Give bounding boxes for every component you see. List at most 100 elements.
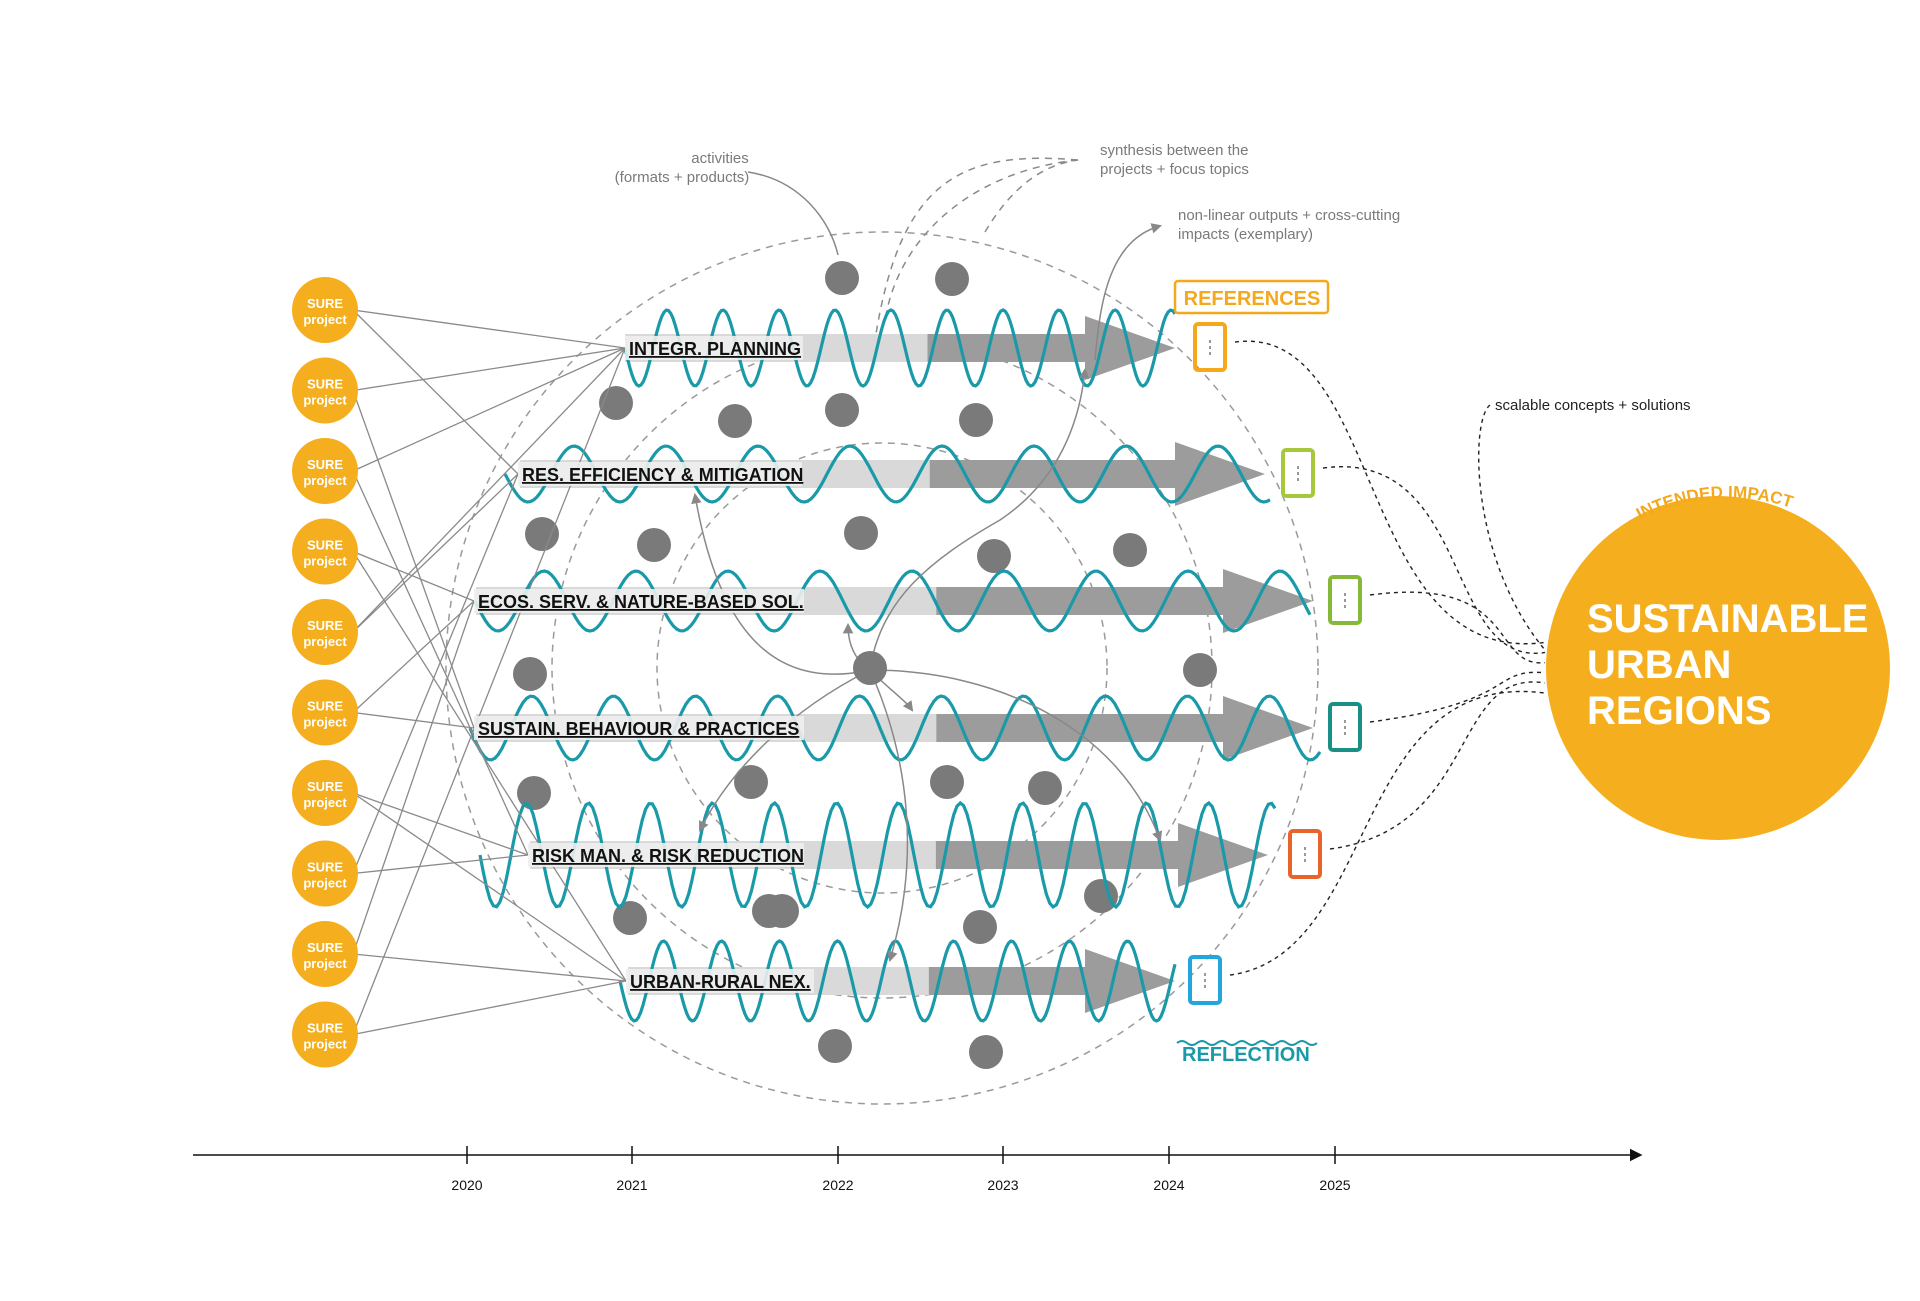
project-topic-link	[352, 792, 529, 856]
topic-shaft-dark	[927, 334, 1085, 362]
reflection-label: REFLECTION	[1182, 1044, 1310, 1066]
output-marker-5	[1288, 829, 1322, 879]
cross-arrow-left	[691, 492, 871, 675]
sure-project-label-bottom: project	[303, 312, 347, 327]
topic-label-3: ECOS. SERV. & NATURE-BASED SOL.	[478, 592, 804, 612]
output-marker-4	[1328, 702, 1362, 752]
inner-circle	[656, 442, 1108, 894]
topic-label-bg	[518, 462, 802, 486]
sure-project-label-top: SURE	[307, 538, 343, 553]
reflection-wave-2	[503, 444, 1271, 504]
annotations: activities (formats + products) synthesi…	[615, 142, 1691, 414]
scalable-annotation: scalable concepts + solutions	[1495, 397, 1691, 414]
timeline-year-2025: 2025	[1319, 1177, 1350, 1193]
activities-pointer	[747, 171, 839, 256]
project-topic-link	[352, 854, 529, 875]
output-marker-3	[1328, 575, 1362, 625]
reflection-legend: REFLECTION	[1176, 1040, 1318, 1066]
activity-dot	[1084, 879, 1118, 913]
references-box	[1173, 279, 1330, 315]
sure-project-label-top: SURE	[307, 779, 343, 794]
sure-project-label-bottom: project	[303, 956, 347, 971]
sure-project-circle	[292, 518, 358, 585]
timeline-year-2023: 2023	[987, 1177, 1018, 1193]
sure-project-label-top: SURE	[307, 377, 343, 392]
timeline-year-2024: 2024	[1153, 1177, 1184, 1193]
sure-project-label-top: SURE	[307, 618, 343, 633]
sure-project-circle	[292, 357, 358, 424]
activity-dot	[825, 261, 859, 295]
sure-project-label-bottom: project	[303, 634, 347, 649]
cross-cutting-hub	[853, 651, 887, 685]
cross-cutting-arrows	[691, 171, 1163, 963]
activity-dot	[599, 386, 633, 420]
activity-dot	[765, 894, 799, 928]
activity-dot	[513, 657, 547, 691]
project-topic-link	[352, 347, 626, 472]
synthesis-curve-1	[884, 159, 1079, 321]
topic-labels: INTEGR. PLANNING RES. EFFICIENCY & MITIGA…	[474, 336, 814, 993]
sure-project-label-bottom: project	[303, 795, 347, 810]
project-topic-link	[352, 953, 627, 982]
impact-connector-4	[1369, 671, 1546, 723]
output-marker-1	[1193, 322, 1227, 372]
project-topic-link	[352, 347, 626, 1035]
nonlinear-annotation: non-linear outputs + cross-cutting	[1178, 207, 1400, 224]
activity-dot	[963, 910, 997, 944]
synthesis-annotation: synthesis between the	[1100, 142, 1248, 159]
project-topic-links	[352, 309, 627, 1036]
sure-project-circle	[292, 277, 358, 343]
sure-project-circle	[292, 840, 358, 907]
impact-circle	[1546, 496, 1890, 840]
sure-project-label-top: SURE	[307, 699, 343, 714]
sure-project-label-bottom: project	[303, 473, 347, 488]
topic-arrow-head	[1223, 696, 1313, 760]
activity-dot	[525, 517, 559, 551]
activity-dot	[1028, 771, 1062, 805]
topic-label-bg	[474, 589, 804, 613]
topic-shaft-dark	[928, 967, 1085, 995]
project-topic-link	[352, 309, 519, 475]
references-legend: REFERENCES	[1173, 279, 1330, 315]
nonlinear-arrow	[1094, 223, 1163, 361]
nonlinear-annotation-2: impacts (exemplary)	[1178, 226, 1313, 243]
topic-label-bg	[528, 843, 804, 867]
sure-project-circle	[292, 679, 358, 746]
sure-project-label-top: SURE	[307, 1021, 343, 1036]
impact-connector-2	[1322, 466, 1546, 654]
topic-label-6: URBAN-RURAL NEX.	[630, 972, 811, 992]
impact-line-2: URBAN	[1587, 643, 1731, 687]
topic-arrow-head	[1175, 442, 1265, 506]
impact-connectors	[1229, 340, 1546, 976]
scalable-connector	[1478, 404, 1546, 651]
activity-dot	[825, 393, 859, 427]
impact-connector-3	[1369, 591, 1546, 664]
sure-project-circle	[292, 760, 358, 826]
activity-dot	[935, 262, 969, 296]
cross-arrow-down-left	[699, 669, 871, 832]
impact-connector-6	[1229, 690, 1546, 976]
timeline-year-2021: 2021	[616, 1177, 647, 1193]
project-topic-link	[352, 600, 475, 713]
project-topic-link	[352, 309, 626, 349]
intended-impact: INTENDED IMPACT SUSTAINABLE URBAN REGION…	[1546, 483, 1890, 840]
project-topic-link	[352, 551, 627, 982]
topic-label-5: RISK MAN. & RISK REDUCTION	[532, 846, 804, 866]
timeline-year-2022: 2022	[822, 1177, 853, 1193]
project-topic-link	[352, 711, 475, 729]
reflection-wave-4	[468, 694, 1322, 762]
topic-label-4: SUSTAIN. BEHAVIOUR & PRACTICES	[478, 719, 799, 739]
topic-label-1: INTEGR. PLANNING	[629, 339, 801, 359]
impact-line-3: REGIONS	[1587, 689, 1771, 733]
activity-dots	[513, 261, 1217, 1069]
output-marker-2	[1281, 448, 1315, 498]
project-topic-link	[352, 980, 627, 1036]
activities-annotation: activities	[691, 150, 749, 167]
cross-arrow-right-down	[869, 669, 1163, 842]
